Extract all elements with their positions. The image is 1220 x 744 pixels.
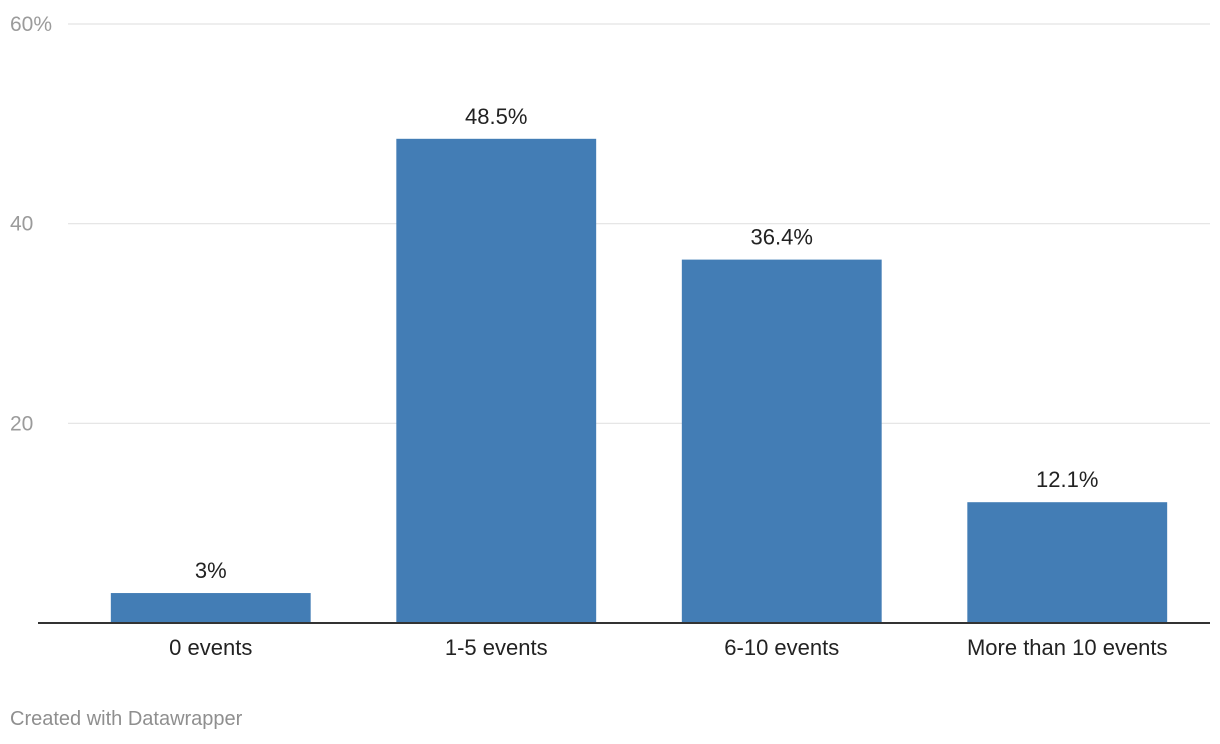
data-label: 12.1% — [1036, 467, 1098, 492]
data-label: 48.5% — [465, 104, 527, 129]
axes: 20 40 60% 0 events 1-5 events 6-10 events More… — [10, 13, 1210, 660]
bar — [396, 138, 597, 623]
x-tick-label: More than 10 events — [967, 635, 1168, 660]
value-labels: 3% 48.5% 36.4% 12.1% — [195, 104, 1099, 583]
bar — [681, 259, 882, 623]
bar — [110, 593, 311, 623]
data-label: 36.4% — [751, 225, 813, 250]
y-tick-label: 20 — [10, 412, 33, 435]
y-tick-label: 40 — [10, 213, 33, 236]
y-tick-label: 60% — [10, 13, 52, 36]
x-tick-label: 1-5 events — [445, 635, 548, 660]
credit-text: Created with Datawrapper — [10, 708, 243, 730]
bar — [967, 502, 1168, 623]
x-tick-label: 6-10 events — [724, 635, 839, 660]
grid-lines — [68, 23, 1210, 424]
data-label: 3% — [195, 558, 227, 583]
x-tick-label: 0 events — [169, 635, 252, 660]
bars — [110, 138, 1168, 623]
